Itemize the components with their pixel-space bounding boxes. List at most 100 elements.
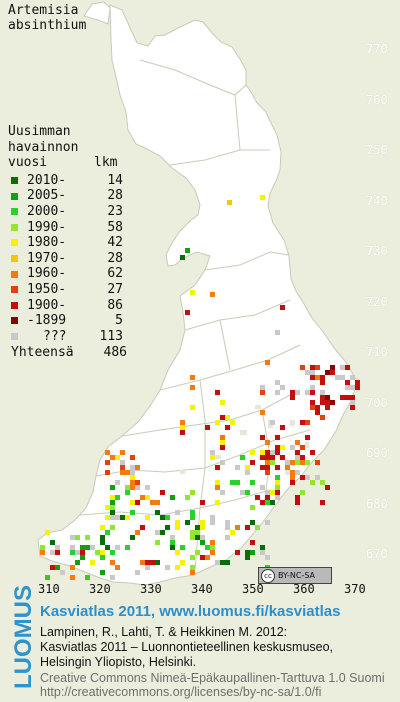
occurrence-square: [225, 520, 230, 525]
legend-count: 62: [107, 266, 123, 282]
occurrence-square: [170, 535, 175, 540]
occurrence-square: [335, 375, 340, 380]
occurrence-square: [275, 435, 280, 440]
legend-swatch: [11, 177, 18, 185]
footer-title-link[interactable]: Kasviatlas 2011, www.luomus.fi/kasviatla…: [40, 603, 341, 620]
occurrence-square: [140, 525, 145, 530]
occurrence-square: [275, 445, 280, 450]
occurrence-square: [190, 510, 195, 515]
occurrence-square: [205, 555, 210, 560]
occurrence-square: [55, 550, 60, 555]
footer-license: Creative Commons Nimeä-Epäkaupallinen-Ta…: [40, 671, 385, 699]
occurrence-square: [100, 570, 105, 575]
occurrence-square: [155, 530, 160, 535]
legend-swatch: [11, 192, 18, 200]
occurrence-square: [300, 365, 305, 370]
occurrence-square: [45, 530, 50, 535]
lapland-arm: [83, 1, 111, 25]
legend-col-count: lkm: [94, 155, 118, 171]
occurrence-square: [235, 525, 240, 530]
license-url[interactable]: http://creativecommons.org/licenses/by-n…: [40, 684, 322, 699]
occurrence-square: [175, 550, 180, 555]
occurrence-square: [290, 470, 295, 475]
occurrence-square: [130, 475, 135, 480]
occurrence-square: [190, 375, 195, 380]
legend-label: 2005-: [27, 188, 67, 204]
occurrence-square: [50, 550, 55, 555]
occurrence-square: [75, 560, 80, 565]
occurrence-square: [265, 460, 270, 465]
occurrence-square: [265, 450, 270, 455]
occurrence-square: [255, 495, 260, 500]
y-tick-label: 690: [366, 446, 388, 460]
y-tick-label: 770: [366, 42, 388, 56]
cc-license-badge[interactable]: cc BY-NC-SA: [258, 567, 332, 584]
occurrence-square: [170, 545, 175, 550]
x-tick-label: 340: [191, 582, 213, 596]
occurrence-square: [205, 545, 210, 550]
occurrence-square: [325, 370, 330, 375]
occurrence-square: [245, 490, 250, 495]
occurrence-square: [305, 435, 310, 440]
occurrence-square: [105, 545, 110, 550]
occurrence-square: [260, 545, 265, 550]
occurrence-square: [135, 570, 140, 575]
occurrence-square: [110, 560, 115, 565]
occurrence-square: [350, 385, 355, 390]
occurrence-square: [325, 395, 330, 400]
occurrence-square: [110, 455, 115, 460]
occurrence-square: [135, 465, 140, 470]
occurrence-square: [275, 380, 280, 385]
occurrence-square: [220, 490, 225, 495]
occurrence-square: [295, 440, 300, 445]
occurrence-square: [145, 565, 150, 570]
occurrence-square: [70, 550, 75, 555]
occurrence-square: [215, 390, 220, 395]
occurrence-square: [105, 460, 110, 465]
occurrence-square: [320, 375, 325, 380]
occurrence-square: [355, 380, 360, 385]
occurrence-square: [240, 490, 245, 495]
occurrence-square: [280, 425, 285, 430]
occurrence-square: [250, 550, 255, 555]
occurrence-square: [275, 490, 280, 495]
occurrence-square: [135, 530, 140, 535]
legend-col-year: vuosi: [8, 155, 48, 171]
occurrence-square: [345, 365, 350, 370]
occurrence-square: [135, 480, 140, 485]
occurrence-square: [325, 405, 330, 410]
occurrence-square: [75, 550, 80, 555]
legend-label: 1950-: [27, 281, 67, 297]
occurrence-square: [190, 565, 195, 570]
occurrence-square: [130, 500, 135, 505]
occurrence-square: [190, 570, 195, 575]
occurrence-square: [225, 560, 230, 565]
occurrence-square: [190, 405, 195, 410]
legend-count: 5: [115, 313, 123, 329]
occurrence-square: [295, 500, 300, 505]
x-tick-label: 320: [89, 582, 111, 596]
occurrence-square: [215, 480, 220, 485]
occurrence-square: [155, 510, 160, 515]
cc-icon: cc: [261, 568, 275, 583]
legend-rows: 2010- 14 2005- 28 2000- 23 1990- 58 1980- 42 1970-…: [8, 173, 127, 345]
occurrence-square: [115, 565, 120, 570]
occurrence-square: [105, 505, 110, 510]
occurrence-square: [115, 545, 120, 550]
occurrence-square: [120, 450, 125, 455]
occurrence-square: [185, 520, 190, 525]
legend-swatch: [11, 239, 18, 247]
occurrence-square: [210, 520, 215, 525]
legend-swatch: [11, 286, 18, 294]
occurrence-square: [170, 495, 175, 500]
occurrence-square: [130, 510, 135, 515]
legend-label: 1970-: [27, 250, 67, 266]
occurrence-square: [280, 305, 285, 310]
occurrence-square: [135, 500, 140, 505]
occurrence-square: [55, 565, 60, 570]
legend-count: 23: [107, 203, 123, 219]
occurrence-square: [195, 530, 200, 535]
occurrence-square: [325, 485, 330, 490]
legend-row: 2005- 28: [8, 188, 127, 204]
legend-row: 1960- 62: [8, 266, 127, 282]
